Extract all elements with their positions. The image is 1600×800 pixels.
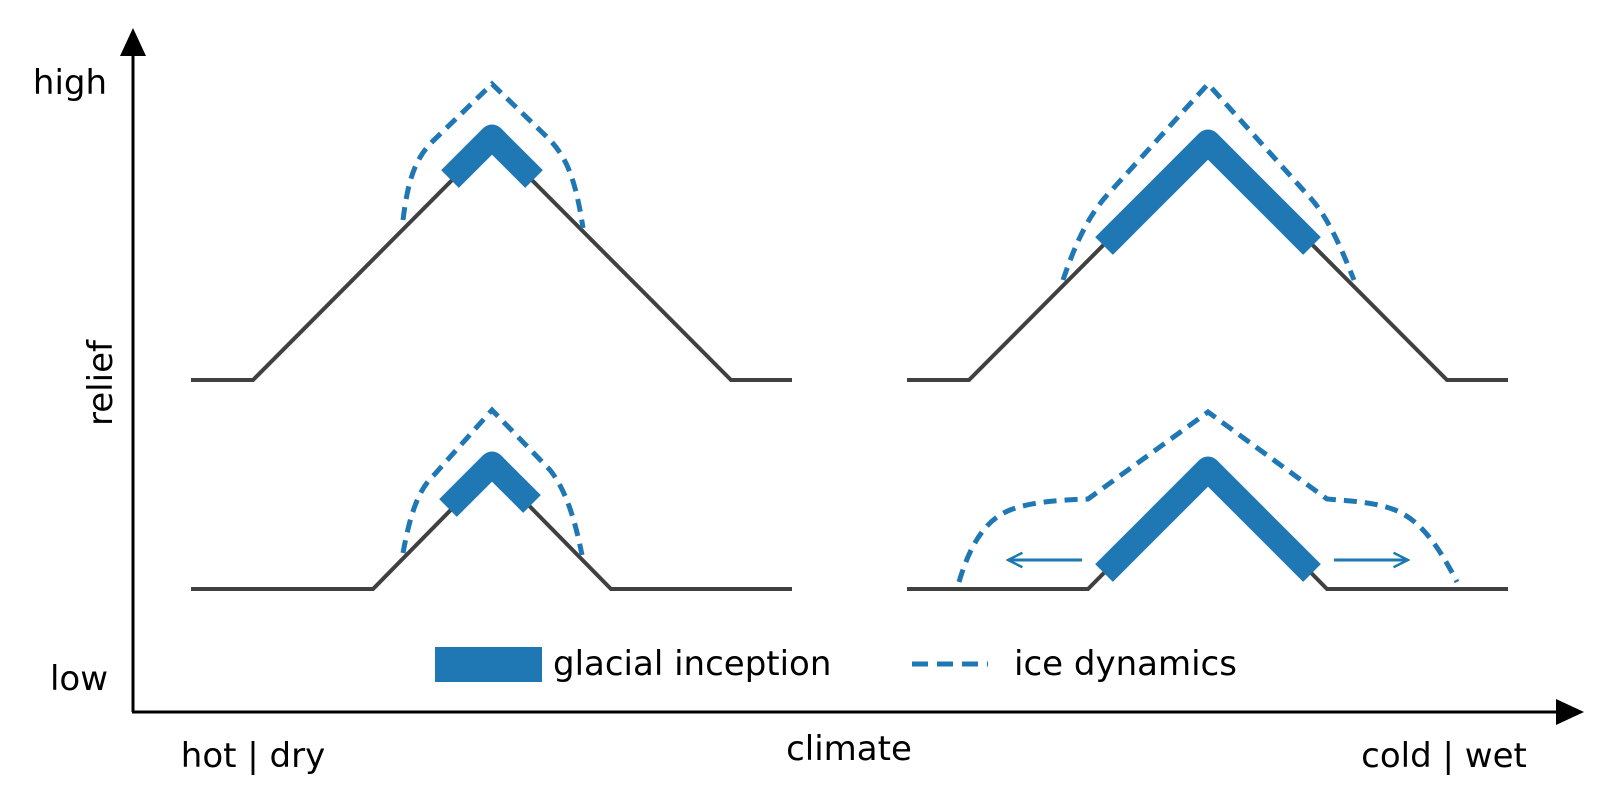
glacial-inception-ice xyxy=(1095,129,1321,255)
ice-dynamics-outline xyxy=(400,406,585,556)
legend-glacial-inception-swatch xyxy=(435,647,542,682)
legend-ice-dynamics-label: ice dynamics xyxy=(1014,644,1237,684)
x-axis-title: climate xyxy=(786,729,912,769)
x-axis-left-label: hot | dry xyxy=(181,736,325,776)
terrain-profile xyxy=(907,137,1508,382)
legend: glacial inception ice dynamics xyxy=(435,644,1237,684)
y-axis-high-label: high xyxy=(33,63,107,103)
glacial-inception-ice xyxy=(1095,456,1321,582)
panel-high-relief-cold-wet xyxy=(907,80,1508,382)
y-axis-title: relief xyxy=(81,339,121,426)
panel-low-relief-cold-wet xyxy=(907,408,1508,591)
axes xyxy=(120,28,1584,725)
panel-high-relief-hot-dry xyxy=(191,80,792,382)
y-axis-low-label: low xyxy=(50,659,108,699)
legend-glacial-inception-label: glacial inception xyxy=(553,644,831,684)
x-axis-arrowhead xyxy=(1556,699,1584,725)
terrain-profile xyxy=(191,465,792,591)
ice-dynamics-outline xyxy=(956,408,1460,584)
ice-dynamics-outline xyxy=(400,80,586,229)
glacial-inception-ice xyxy=(439,451,541,517)
glacial-inception-ice xyxy=(441,124,543,188)
y-axis-arrowhead xyxy=(120,28,146,56)
x-axis-right-label: cold | wet xyxy=(1361,736,1527,776)
panel-low-relief-hot-dry xyxy=(191,406,792,591)
terrain-profile xyxy=(191,137,792,382)
ice-dynamics-outline xyxy=(1060,80,1357,281)
